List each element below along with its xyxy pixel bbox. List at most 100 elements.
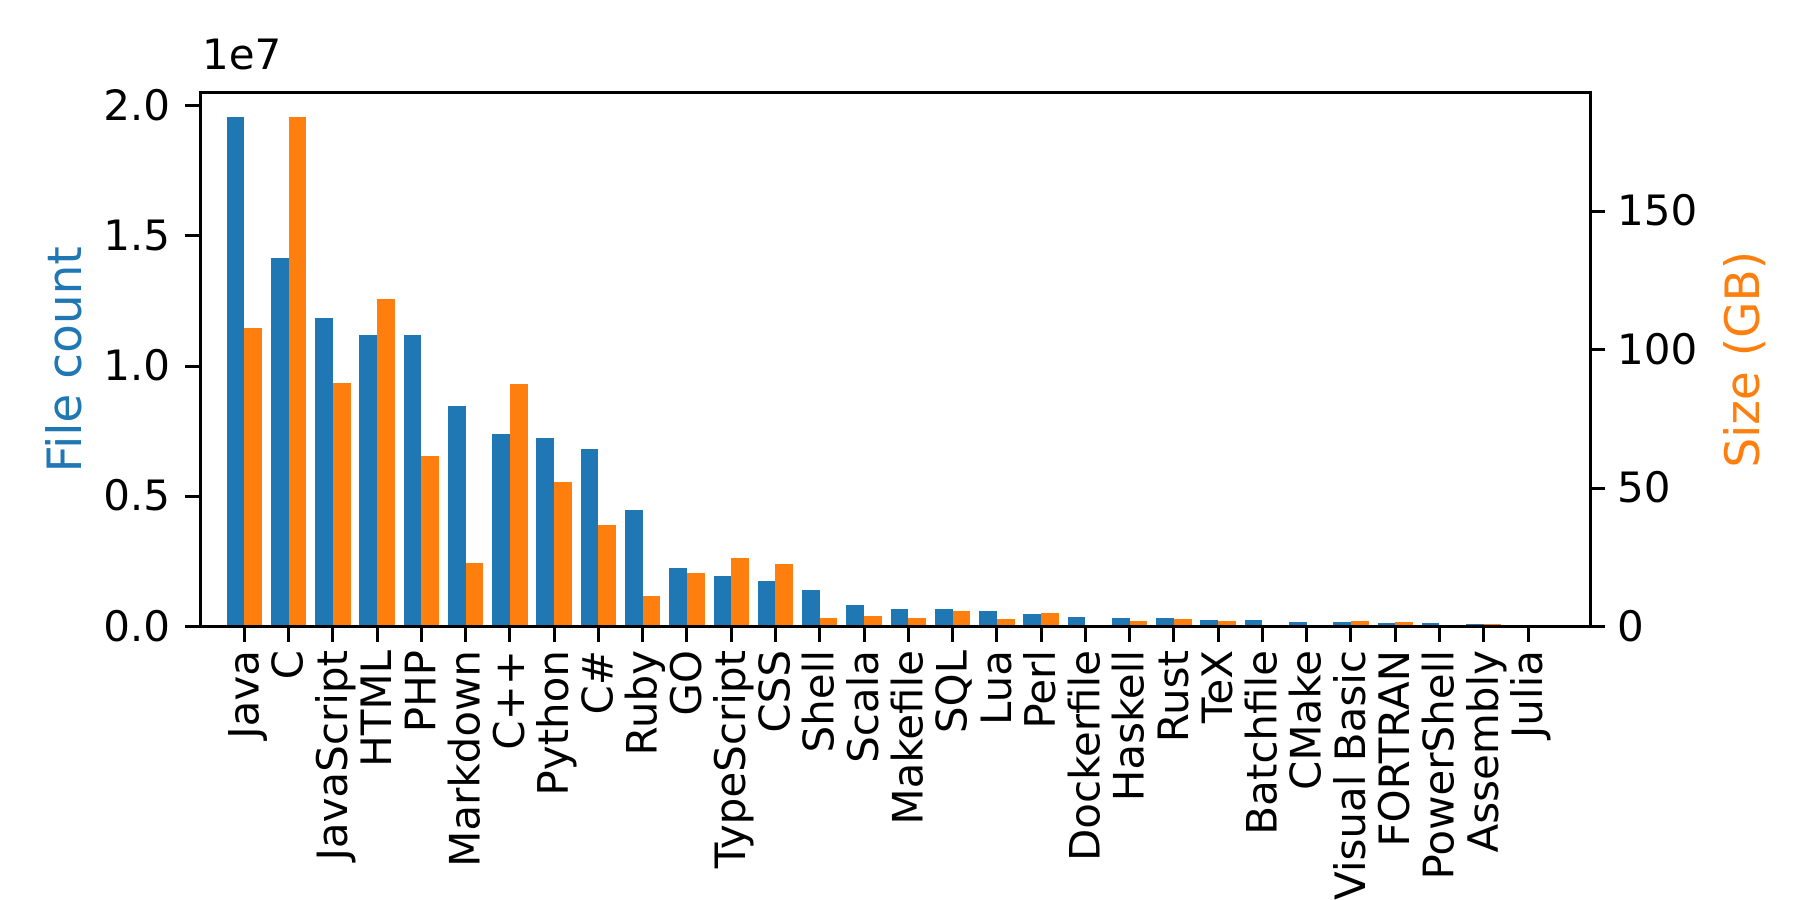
x-tick-label-Lua: Lua <box>971 650 1021 726</box>
bar-file-count-Rust <box>1156 618 1174 627</box>
bar-size-gb-Markdown <box>465 562 484 627</box>
bar-size-gb-C# <box>598 524 617 627</box>
right-axis-label: Size (GB) <box>1716 250 1771 468</box>
x-tick-HTML <box>375 628 379 642</box>
bar-file-count-SQL <box>934 609 953 627</box>
x-tick-Rust <box>1172 628 1176 642</box>
y-tick-left-1.0 <box>185 364 199 368</box>
x-tick-label-TeX: TeX <box>1193 650 1243 724</box>
bar-size-gb-Makefile <box>908 618 926 627</box>
bar-size-gb-Ruby <box>642 596 661 627</box>
x-tick-Ruby <box>641 628 645 642</box>
x-tick-label-Rust: Rust <box>1148 650 1198 743</box>
y-tick-left-0.0 <box>185 625 199 628</box>
x-tick-label-CMake: CMake <box>1281 650 1331 790</box>
x-tick-label-Python: Python <box>529 650 579 796</box>
bar-size-gb-TypeScript <box>731 558 749 627</box>
x-tick-label-Perl: Perl <box>1016 650 1066 729</box>
x-tick-Python <box>552 628 556 642</box>
y-tick-label-left-0.5: 0.5 <box>103 471 170 521</box>
bar-size-gb-Rust <box>1173 619 1192 627</box>
bar-file-count-Dockerfile <box>1067 616 1086 627</box>
x-tick-Makefile <box>906 628 910 642</box>
bar-size-gb-JavaScript <box>332 383 351 627</box>
x-tick-label-JavaScript: JavaScript <box>307 650 357 861</box>
y-tick-label-right-150: 150 <box>1617 186 1698 236</box>
bar-size-gb-Java <box>244 328 262 627</box>
x-tick-C++ <box>508 628 512 642</box>
x-tick-label-Makefile: Makefile <box>883 650 933 825</box>
y-tick-label-right-100: 100 <box>1617 324 1698 374</box>
bar-size-gb-TeX <box>1218 620 1236 627</box>
y-tick-left-2.0 <box>185 104 199 108</box>
x-tick-label-C#: C# <box>573 650 623 715</box>
bar-size-gb-Shell <box>819 618 838 627</box>
x-tick-label-Shell: Shell <box>794 650 844 753</box>
y-tick-right-150 <box>1591 209 1605 213</box>
x-tick-label-Haskell: Haskell <box>1104 650 1154 802</box>
x-tick-label-Ruby: Ruby <box>617 650 667 756</box>
bar-file-count-CSS <box>757 581 776 627</box>
x-tick-C# <box>596 628 600 642</box>
x-tick-Dockerfile <box>1083 628 1087 642</box>
y-tick-label-right-50: 50 <box>1617 463 1671 513</box>
x-tick-label-Batchfile: Batchfile <box>1237 650 1287 835</box>
bar-file-count-Ruby <box>624 510 643 627</box>
x-tick-Perl <box>1039 628 1043 642</box>
x-tick-label-C++: C++ <box>484 650 534 750</box>
x-tick-PHP <box>419 628 423 642</box>
x-tick-label-Java: Java <box>219 650 269 739</box>
bar-file-count-GO <box>669 567 687 627</box>
bar-file-count-PHP <box>403 335 422 627</box>
x-tick-JavaScript <box>331 628 335 642</box>
y-tick-left-1.5 <box>185 234 199 238</box>
y-tick-label-left-0.0: 0.0 <box>103 601 170 651</box>
bar-size-gb-HTML <box>377 299 395 627</box>
bar-size-gb-C++ <box>509 383 528 627</box>
bar-file-count-JavaScript <box>315 318 333 627</box>
x-tick-Haskell <box>1128 628 1132 642</box>
bar-file-count-TeX <box>1200 619 1219 627</box>
bar-file-count-CMake <box>1288 621 1307 627</box>
y-tick-right-0 <box>1591 625 1605 628</box>
bar-file-count-Visual Basic <box>1333 622 1351 627</box>
x-tick-label-Visual Basic: Visual Basic <box>1325 650 1375 900</box>
axis-offset-multiplier: 1e7 <box>202 30 282 79</box>
x-tick-label-Scala: Scala <box>839 650 889 763</box>
x-tick-label-PHP: PHP <box>396 650 446 733</box>
x-tick-Visual Basic <box>1349 628 1353 642</box>
bar-file-count-C++ <box>492 434 510 627</box>
bar-size-gb-GO <box>686 573 705 627</box>
y-tick-label-left-2.0: 2.0 <box>103 80 170 130</box>
x-tick-Julia <box>1526 628 1530 642</box>
y-tick-right-100 <box>1591 348 1605 352</box>
x-tick-Shell <box>818 628 822 642</box>
x-tick-label-GO: GO <box>661 650 711 716</box>
bar-file-count-Markdown <box>447 406 466 627</box>
bar-file-count-Makefile <box>890 608 909 627</box>
bar-file-count-Lua <box>979 611 997 627</box>
x-tick-label-Assembly: Assembly <box>1458 650 1508 853</box>
x-tick-label-Markdown: Markdown <box>440 650 490 867</box>
x-tick-Java <box>242 628 246 642</box>
x-tick-label-PowerShell: PowerShell <box>1414 650 1464 880</box>
bar-file-count-C# <box>580 449 599 627</box>
bar-file-count-Perl <box>1023 613 1042 627</box>
x-tick-CSS <box>773 628 777 642</box>
bar-file-count-Python <box>536 438 555 627</box>
bar-size-gb-SQL <box>952 610 971 627</box>
x-tick-label-SQL: SQL <box>927 650 977 734</box>
bar-size-gb-FORTRAN <box>1395 622 1413 627</box>
bar-file-count-HTML <box>359 335 378 627</box>
x-tick-Batchfile <box>1260 628 1264 642</box>
x-tick-Assembly <box>1482 628 1486 642</box>
y-tick-label-left-1.0: 1.0 <box>103 341 170 391</box>
bar-size-gb-Python <box>554 482 572 627</box>
x-tick-SQL <box>951 628 955 642</box>
x-tick-CMake <box>1305 628 1309 642</box>
x-tick-Scala <box>862 628 866 642</box>
bar-size-gb-C <box>288 117 307 627</box>
